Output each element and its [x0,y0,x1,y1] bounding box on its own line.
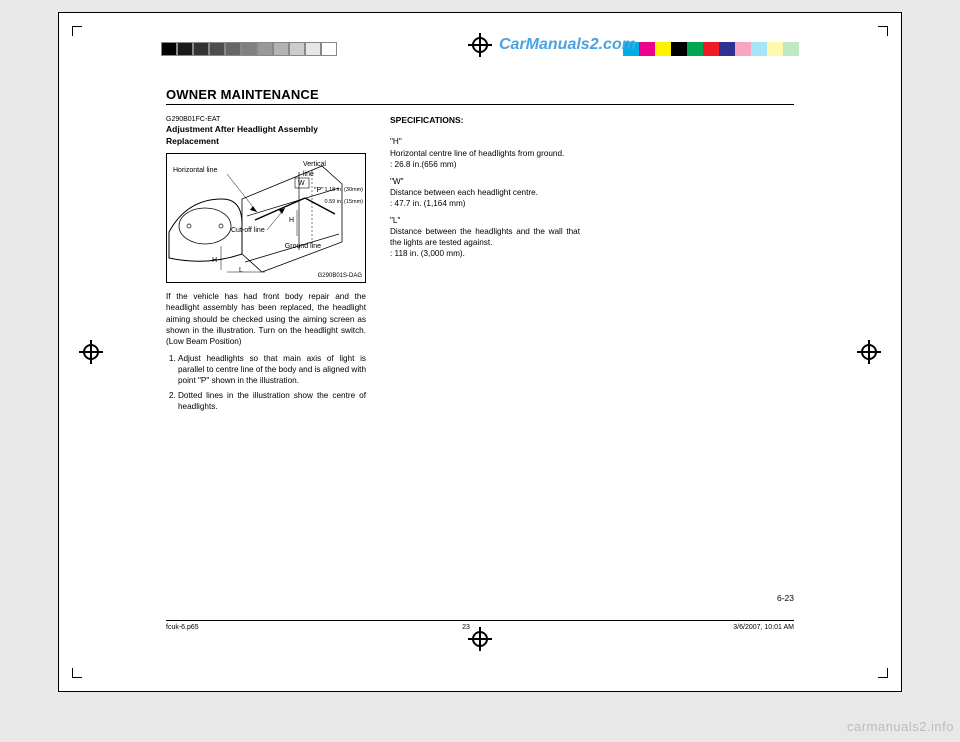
colorbar-color [623,42,799,56]
section-title: OWNER MAINTENANCE [166,87,794,105]
label-h1: H [212,256,217,265]
column-left: G290B01FC-EAT Adjustment After Headlight… [166,115,366,416]
spec-l: "L" Distance between the headlights and … [390,215,580,259]
column-right [604,115,794,416]
spec-heading: SPECIFICATIONS: [390,115,580,126]
instruction-list: Adjust headlights so that main axis of l… [166,353,366,412]
list-item: Dotted lines in the illustration show th… [178,390,366,412]
spec-w: "W" Distance between each headlight cent… [390,176,580,209]
label-p: "P" [314,186,324,195]
footer: fcuk-6.p65 23 3/6/2007, 10:01 AM [166,620,794,631]
label-d1: 1.18 in. (30mm) [324,188,363,194]
page: CarManuals2.com OWNER MAINTENANCE G290B0… [58,12,902,692]
colorbar-gray [161,42,337,56]
site-watermark: carmanuals2.info [847,719,954,734]
label-l: L [239,266,243,275]
label-w: W [298,179,305,188]
reg-mark-left [79,340,103,364]
footer-file: fcuk-6.p65 [166,624,199,631]
column-middle: SPECIFICATIONS: "H" Horizontal centre li… [390,115,580,416]
article-title: Adjustment After Headlight Assembly Repl… [166,124,366,147]
para-intro: If the vehicle has had front body repair… [166,291,366,346]
reg-mark-top [468,33,492,57]
label-cutoff: Cut-off line [231,226,265,235]
footer-datetime: 3/6/2007, 10:01 AM [733,624,794,631]
columns: G290B01FC-EAT Adjustment After Headlight… [166,115,794,416]
list-item: Adjust headlights so that main axis of l… [178,353,366,386]
label-ground: Ground line [285,242,321,251]
brand-watermark: CarManuals2.com [499,36,636,54]
spec-h: "H" Horizontal centre line of headlights… [390,136,580,169]
footer-page: 23 [462,624,470,631]
label-vertical: Vertical line [303,160,335,179]
label-horizontal: Horizontal line [173,166,217,175]
figure-code: G290B01S-DAG [318,272,362,280]
label-h2: H [289,216,294,225]
label-d2: 0.59 in. (15mm) [324,200,363,206]
article-code: G290B01FC-EAT [166,115,366,124]
page-number: 6-23 [777,593,794,603]
reg-mark-right [857,340,881,364]
content-area: OWNER MAINTENANCE G290B01FC-EAT Adjustme… [166,87,794,603]
headlight-diagram: Horizontal line Vertical line Cut-off li… [166,153,366,283]
